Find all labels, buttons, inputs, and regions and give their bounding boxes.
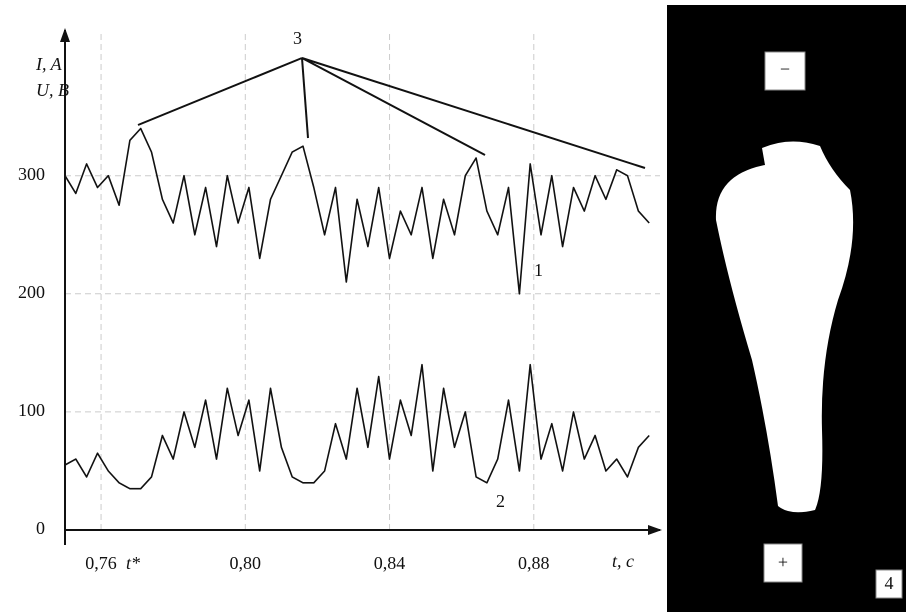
label-3: 3 [293, 28, 302, 48]
label-2: 2 [496, 491, 505, 511]
x-tick-label: 0,80 [230, 553, 262, 573]
x-tick-label: 0,84 [374, 553, 406, 573]
t-star: t* [126, 553, 140, 573]
panel-label: 4 [885, 573, 894, 593]
y-tick-label: 0 [36, 518, 45, 538]
arc-column [715, 141, 854, 513]
series-line [64, 363, 650, 490]
y-label: I, A [35, 54, 63, 74]
y-tick-label: 100 [18, 400, 45, 420]
minus-box [764, 51, 806, 91]
y-arrow [60, 28, 70, 42]
pointer-lines [137, 57, 646, 169]
panel-box [875, 569, 903, 599]
x-label: t, c [612, 551, 634, 571]
x-tick-label: 0,88 [518, 553, 550, 573]
y-label: U, B [36, 80, 69, 100]
series-line [64, 127, 650, 295]
y-tick-label: 200 [18, 282, 45, 302]
plus-sign: + [778, 552, 788, 572]
y-tick-label: 300 [18, 164, 45, 184]
plot [64, 34, 660, 530]
x-tick-label: 0,76 [85, 553, 117, 573]
x-arrow [648, 525, 662, 535]
minus-sign: − [780, 59, 790, 79]
label-1: 1 [534, 260, 543, 280]
plus-box [763, 543, 803, 583]
